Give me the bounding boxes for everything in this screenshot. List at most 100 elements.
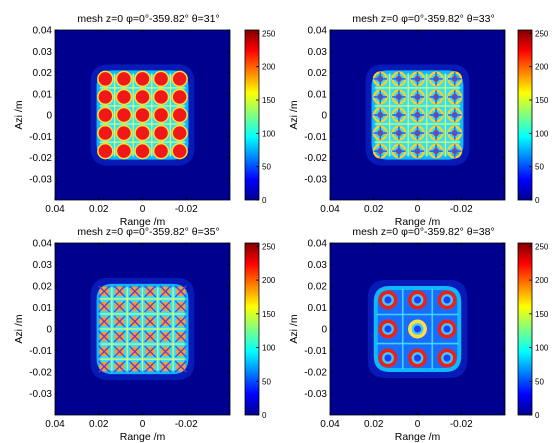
colorbar-frame xyxy=(517,29,533,201)
y-tick-label: -0.03 xyxy=(304,389,327,400)
hatch xyxy=(159,285,172,298)
subplot-4: 0.04 0.02 0 -0.02 0.04 0.03 0.02 0.01 0 -0.01 -0.0… xyxy=(288,226,549,443)
ring-core xyxy=(443,325,451,333)
hatch xyxy=(174,285,187,298)
blob xyxy=(117,126,131,140)
blob xyxy=(135,126,150,140)
hatch xyxy=(159,345,172,358)
title-theta-symbol: θ= xyxy=(464,13,479,25)
title-phi-symbol: φ= xyxy=(401,226,414,238)
x-tick-label: 0.02 xyxy=(364,419,384,430)
y-tick-label: 0.03 xyxy=(33,260,53,271)
colorbar-tick-label: 0 xyxy=(535,411,540,420)
title-phi-symbol: φ= xyxy=(401,13,414,25)
title-phi-range: 0°-359.82° xyxy=(414,13,464,25)
y-tick-label: -0.02 xyxy=(304,368,327,379)
y-tick-label: 0.03 xyxy=(308,260,328,271)
hatch xyxy=(159,300,172,313)
title-theta-symbol: θ= xyxy=(189,226,204,238)
blob xyxy=(154,126,168,140)
x-tick-label: -0.02 xyxy=(175,419,198,430)
hatch xyxy=(113,315,126,328)
colorbar xyxy=(518,30,532,200)
y-axis-label: Azi /m xyxy=(288,314,300,343)
colorbar-tick-label: 150 xyxy=(262,96,276,105)
title-prefix: mesh z=0 xyxy=(77,13,126,25)
colorbar-tick-label: 200 xyxy=(535,276,549,285)
title-prefix: mesh z=0 xyxy=(77,226,126,238)
y-tick-label: -0.01 xyxy=(29,346,52,357)
colorbar xyxy=(245,243,259,415)
blob xyxy=(172,72,187,86)
x-tick-label: 0.04 xyxy=(320,204,340,215)
x-tick-label: 0 xyxy=(140,419,146,430)
blob xyxy=(154,90,168,104)
x-axis-label: Range /m xyxy=(120,216,166,228)
colorbar-tick-label: 150 xyxy=(262,310,276,319)
y-tick-label: -0.01 xyxy=(304,346,327,357)
chart-title: mesh z=0 φ=0°-359.82° θ=33° xyxy=(352,13,494,25)
title-theta: 31° xyxy=(204,13,220,25)
hatch xyxy=(113,330,126,343)
colorbar-tick-label: 100 xyxy=(262,344,276,353)
y-axis-label: Azi /m xyxy=(13,314,25,343)
title-theta-symbol: θ= xyxy=(464,226,479,238)
y-tick-label: 0 xyxy=(46,111,52,122)
title-prefix: mesh z=0 xyxy=(352,226,401,238)
y-tick-label: 0.01 xyxy=(308,89,328,100)
heatmap-image xyxy=(365,64,470,166)
subplot-2: 0.04 0.02 0 -0.02 0.04 0.03 0.02 0.01 0 -0.01 -0.0… xyxy=(288,13,549,228)
colorbar-frame xyxy=(244,29,260,201)
title-theta-symbol: θ= xyxy=(189,13,204,25)
colorbar-tick-label: 50 xyxy=(535,377,544,386)
title-prefix: mesh z=0 xyxy=(352,13,401,25)
hatch xyxy=(98,300,111,313)
heatmap-image xyxy=(90,277,195,381)
ring-core xyxy=(413,325,422,333)
hatch xyxy=(113,300,126,313)
y-tick-label: 0.03 xyxy=(308,47,328,58)
ring-core xyxy=(384,325,392,333)
title-phi-symbol: φ= xyxy=(126,13,139,25)
hatch xyxy=(128,360,141,373)
blob xyxy=(117,144,131,158)
hatch xyxy=(174,345,187,358)
colorbar-tick-label: 0 xyxy=(535,196,540,205)
y-tick-label: -0.02 xyxy=(29,153,52,164)
y-tick-label: -0.01 xyxy=(29,132,52,143)
hatch xyxy=(144,360,157,373)
hatch xyxy=(128,330,141,343)
colorbar-tick-label: 100 xyxy=(535,129,549,138)
y-tick-label: -0.02 xyxy=(304,153,327,164)
hatch xyxy=(98,330,111,343)
hatch xyxy=(98,315,111,328)
hatch xyxy=(113,345,126,358)
blob xyxy=(172,108,187,122)
colorbar xyxy=(518,243,532,415)
hatch xyxy=(144,345,157,358)
colorbar xyxy=(245,30,259,200)
hatch xyxy=(174,330,187,343)
y-tick-label: 0.02 xyxy=(308,282,328,293)
y-tick-label: 0 xyxy=(46,325,52,336)
blob xyxy=(117,108,131,122)
x-tick-label: 0 xyxy=(415,204,421,215)
y-tick-label: 0.03 xyxy=(33,47,53,58)
blob xyxy=(154,72,168,86)
hatch xyxy=(113,360,126,373)
x-axis-label: Range /m xyxy=(395,216,441,228)
hatch xyxy=(128,300,141,313)
hatch xyxy=(98,345,111,358)
x-tick-label: 0.04 xyxy=(45,204,65,215)
hatch xyxy=(174,360,187,373)
subplot-1: 0.04 0.02 0 -0.02 0.04 0.03 0.02 0.01 0 -0.01 -0.0… xyxy=(13,13,276,228)
colorbar-frame xyxy=(517,242,533,416)
y-tick-label: 0.01 xyxy=(33,303,53,314)
chart-title: mesh z=0 φ=0°-359.82° θ=31° xyxy=(77,13,219,25)
y-tick-label: -0.03 xyxy=(29,389,52,400)
title-phi-range: 0°-359.82° xyxy=(139,13,189,25)
x-tick-label: 0.02 xyxy=(89,419,109,430)
blob xyxy=(135,90,150,104)
blob xyxy=(117,72,131,86)
